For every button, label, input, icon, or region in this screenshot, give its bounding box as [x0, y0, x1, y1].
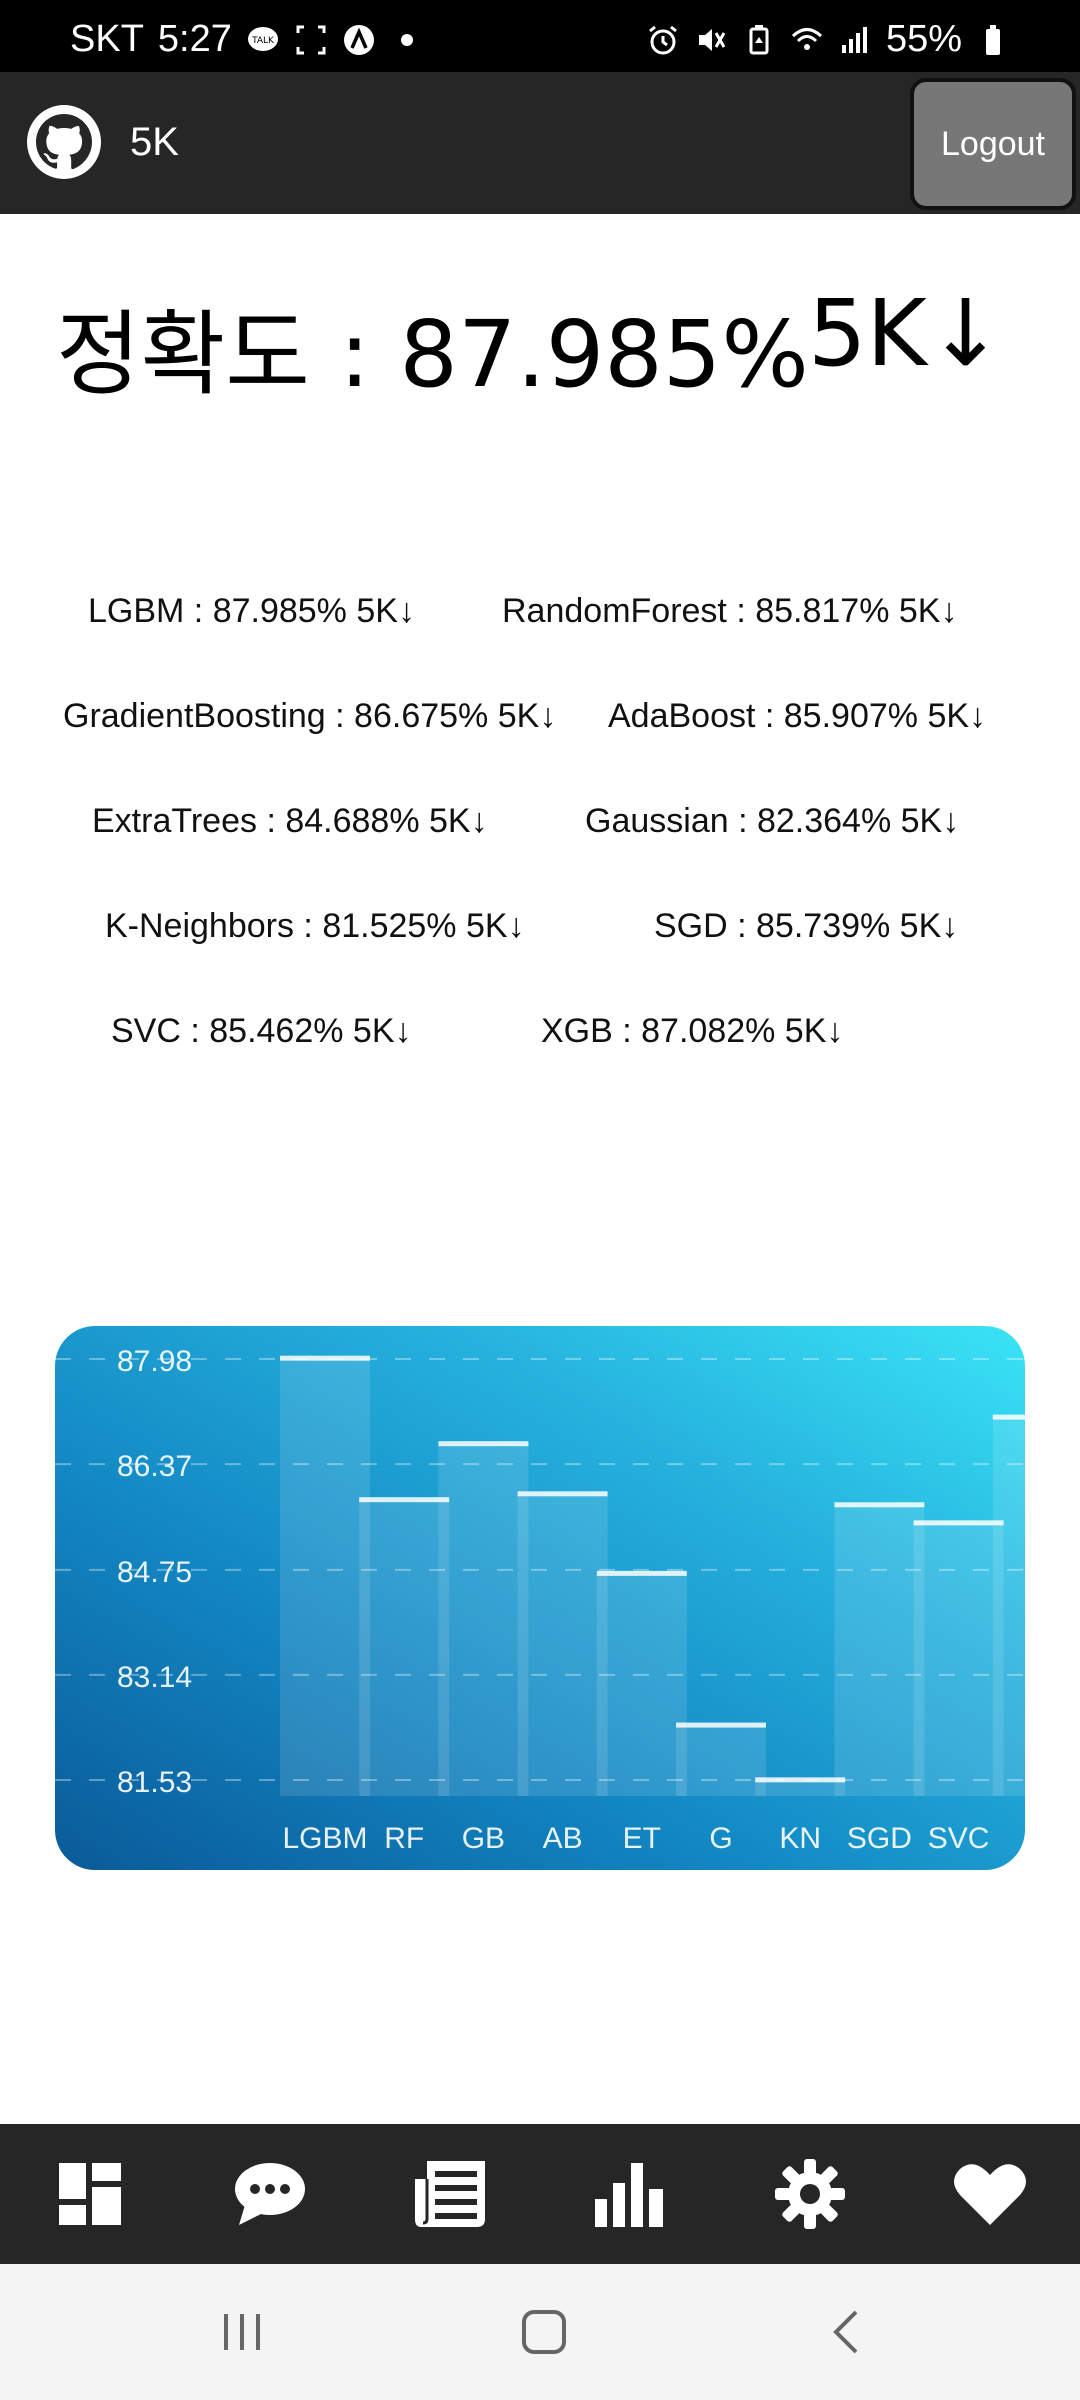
battery-saver-icon [749, 24, 769, 54]
x-tick-label: KN [779, 1822, 821, 1855]
model-item-gradientboosting: GradientBoosting : 86.675% 5K↓ [63, 697, 557, 735]
bar-cap [676, 1722, 766, 1728]
bar-x[interactable] [992, 1417, 1025, 1796]
nav-stats[interactable] [585, 2149, 675, 2239]
bar-cap [913, 1520, 1004, 1526]
bar-cap [992, 1414, 1025, 1420]
bar-lgbm[interactable] [280, 1358, 370, 1796]
screenshot-icon [296, 25, 326, 54]
status-right: 55% [646, 18, 1010, 61]
mute-icon [698, 28, 726, 51]
x-tick-label: SVC [928, 1822, 990, 1855]
nav-articles[interactable] [405, 2149, 495, 2239]
x-tick-label: LGBM [282, 1822, 367, 1855]
app-title: 5K [130, 120, 179, 164]
x-tick-label: GB [462, 1822, 505, 1855]
app-bar: 5K Logout [0, 72, 1080, 214]
model-item-randomforest: RandomForest : 85.817% 5K↓ [502, 592, 958, 630]
heart-icon [954, 2164, 1026, 2225]
nav-favorites[interactable] [945, 2149, 1035, 2239]
bar-svc[interactable] [913, 1523, 1004, 1796]
model-item-adaboost: AdaBoost : 85.907% 5K↓ [608, 697, 987, 735]
chart-canvas: 87.98 86.37 84.75 83.14 81.53 LGBM RF GB AB ET G KN… [55, 1345, 1025, 1855]
model-item-gaussian: Gaussian : 82.364% 5K↓ [585, 802, 960, 840]
status-bar: SKT 5:27 TALK 55% [0, 0, 1080, 72]
bar-kn[interactable] [755, 1780, 846, 1796]
y-tick-label: 86.37 [117, 1450, 192, 1483]
x-tick-label: RF [384, 1822, 424, 1855]
model-item-lgbm: LGBM : 87.985% 5K↓ [88, 592, 415, 630]
bar-ab[interactable] [517, 1494, 608, 1796]
wifi-icon [791, 27, 822, 50]
bar-rf[interactable] [359, 1500, 450, 1796]
clock: 5:27 [157, 18, 232, 60]
x-tick-label: G [709, 1822, 732, 1855]
back-icon[interactable] [818, 2302, 878, 2362]
svg-text:TALK: TALK [251, 36, 275, 46]
logout-button[interactable]: Logout [910, 78, 1076, 210]
bar-gb[interactable] [438, 1444, 529, 1796]
headline-tag: 5K↓ [808, 280, 1004, 387]
bar-et[interactable] [596, 1573, 687, 1796]
y-tick-label: 84.75 [117, 1556, 192, 1589]
x-tick-label: AB [543, 1822, 583, 1855]
bar-cap [280, 1355, 370, 1361]
recent-apps-icon[interactable] [212, 2302, 272, 2362]
signal-icon [841, 26, 867, 53]
bar-cap [359, 1497, 450, 1503]
bottom-nav [0, 2124, 1080, 2264]
bar-cap [438, 1441, 529, 1447]
dashboard-icon [59, 2163, 121, 2225]
model-item-sgd: SGD : 85.739% 5K↓ [654, 907, 959, 945]
chat-icon [235, 2163, 305, 2225]
bar-chart-icon [595, 2163, 663, 2227]
bar-cap [834, 1502, 925, 1508]
accuracy-headline: 정확도 : 87.985% [56, 301, 809, 408]
model-item-extratrees: ExtraTrees : 84.688% 5K↓ [92, 802, 488, 840]
article-icon [415, 2161, 485, 2227]
battery-percent: 55% [885, 18, 962, 60]
home-icon[interactable] [514, 2302, 574, 2362]
bar-cap [517, 1491, 608, 1497]
bar-sgd[interactable] [834, 1505, 925, 1796]
status-left: SKT 5:27 TALK [70, 18, 424, 61]
model-item-kneighbors: K-Neighbors : 81.525% 5K↓ [105, 907, 525, 945]
carrier-label: SKT [70, 18, 144, 60]
system-nav-bar [0, 2264, 1080, 2400]
github-logo-icon[interactable] [26, 104, 102, 180]
bar-cap [596, 1570, 687, 1576]
accuracy-chart: 87.98 86.37 84.75 83.14 81.53 LGBM RF GB AB ET G KN… [55, 1326, 1025, 1870]
nav-chat[interactable] [225, 2149, 315, 2239]
y-tick-label: 87.98 [117, 1345, 192, 1378]
model-item-svc: SVC : 85.462% 5K↓ [111, 1012, 412, 1050]
y-tick-label: 81.53 [117, 1766, 192, 1799]
nav-settings[interactable] [765, 2149, 855, 2239]
bar-g[interactable] [676, 1725, 766, 1796]
y-tick-label: 83.14 [117, 1661, 192, 1694]
nav-dashboard[interactable] [45, 2149, 135, 2239]
notification-dot-icon [400, 33, 413, 46]
alarm-icon [649, 25, 677, 54]
app-a-icon [343, 24, 374, 55]
x-tick-label: ET [623, 1822, 661, 1855]
gear-icon [775, 2159, 845, 2229]
battery-icon [986, 24, 1000, 55]
model-item-xgb: XGB : 87.082% 5K↓ [541, 1012, 844, 1050]
x-tick-label: SGD [847, 1822, 912, 1855]
kakaotalk-icon: TALK [247, 26, 278, 51]
bar-cap [755, 1777, 846, 1783]
